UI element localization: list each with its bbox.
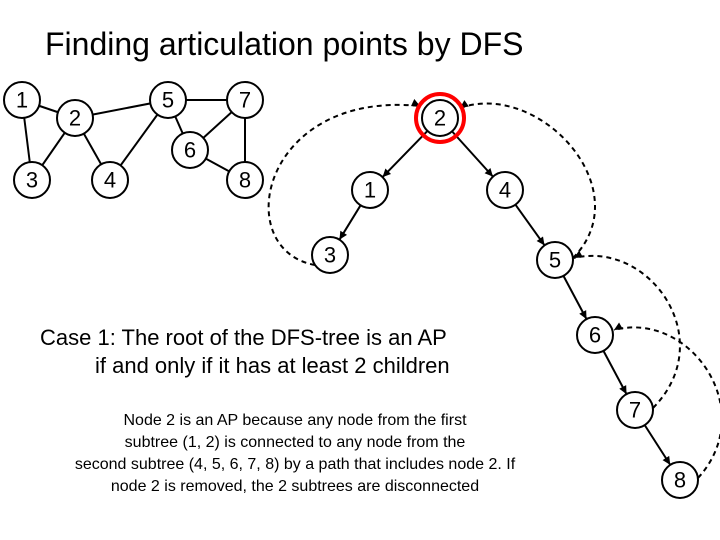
tree-edge-arrow [537,236,545,245]
tree-node-label: 1 [364,178,376,203]
tree-node-label: 7 [629,398,641,423]
back-edge [269,105,420,265]
tree-node-label: 5 [549,248,561,273]
note-text-line: second subtree (4, 5, 6, 7, 8) by a path… [75,456,516,473]
note-text-line: Node 2 is an AP because any node from th… [123,412,467,429]
graph-node-label: 3 [26,168,38,193]
graph-node-label: 6 [184,138,196,163]
back-edge [460,104,595,258]
page-title: Finding articulation points by DFS [45,26,523,62]
note-text-line: node 2 is removed, the 2 subtrees are di… [111,478,479,495]
graph-node-label: 5 [162,88,174,113]
graph-node-label: 7 [239,88,251,113]
tree-node-label: 6 [589,323,601,348]
diagram-canvas: Finding articulation points by DFS123456… [0,0,720,540]
note-text-line: subtree (1, 2) is connected to any node … [125,434,466,451]
tree-node-label: 8 [674,468,686,493]
tree-edge [383,131,428,177]
graph-node-label: 1 [16,88,28,113]
back-edge-arrow [614,323,623,330]
tree-node-label: 2 [434,106,446,131]
graph-node-label: 8 [239,168,251,193]
graph-node-label: 4 [104,168,116,193]
graph-node-label: 2 [69,106,81,131]
tree-node-label: 3 [324,243,336,268]
tree-edge [452,131,493,176]
tree-node-label: 4 [499,178,511,203]
case-text-line: if and only if it has at least 2 childre… [95,353,450,378]
case-text-line: Case 1: The root of the DFS-tree is an A… [40,325,447,350]
